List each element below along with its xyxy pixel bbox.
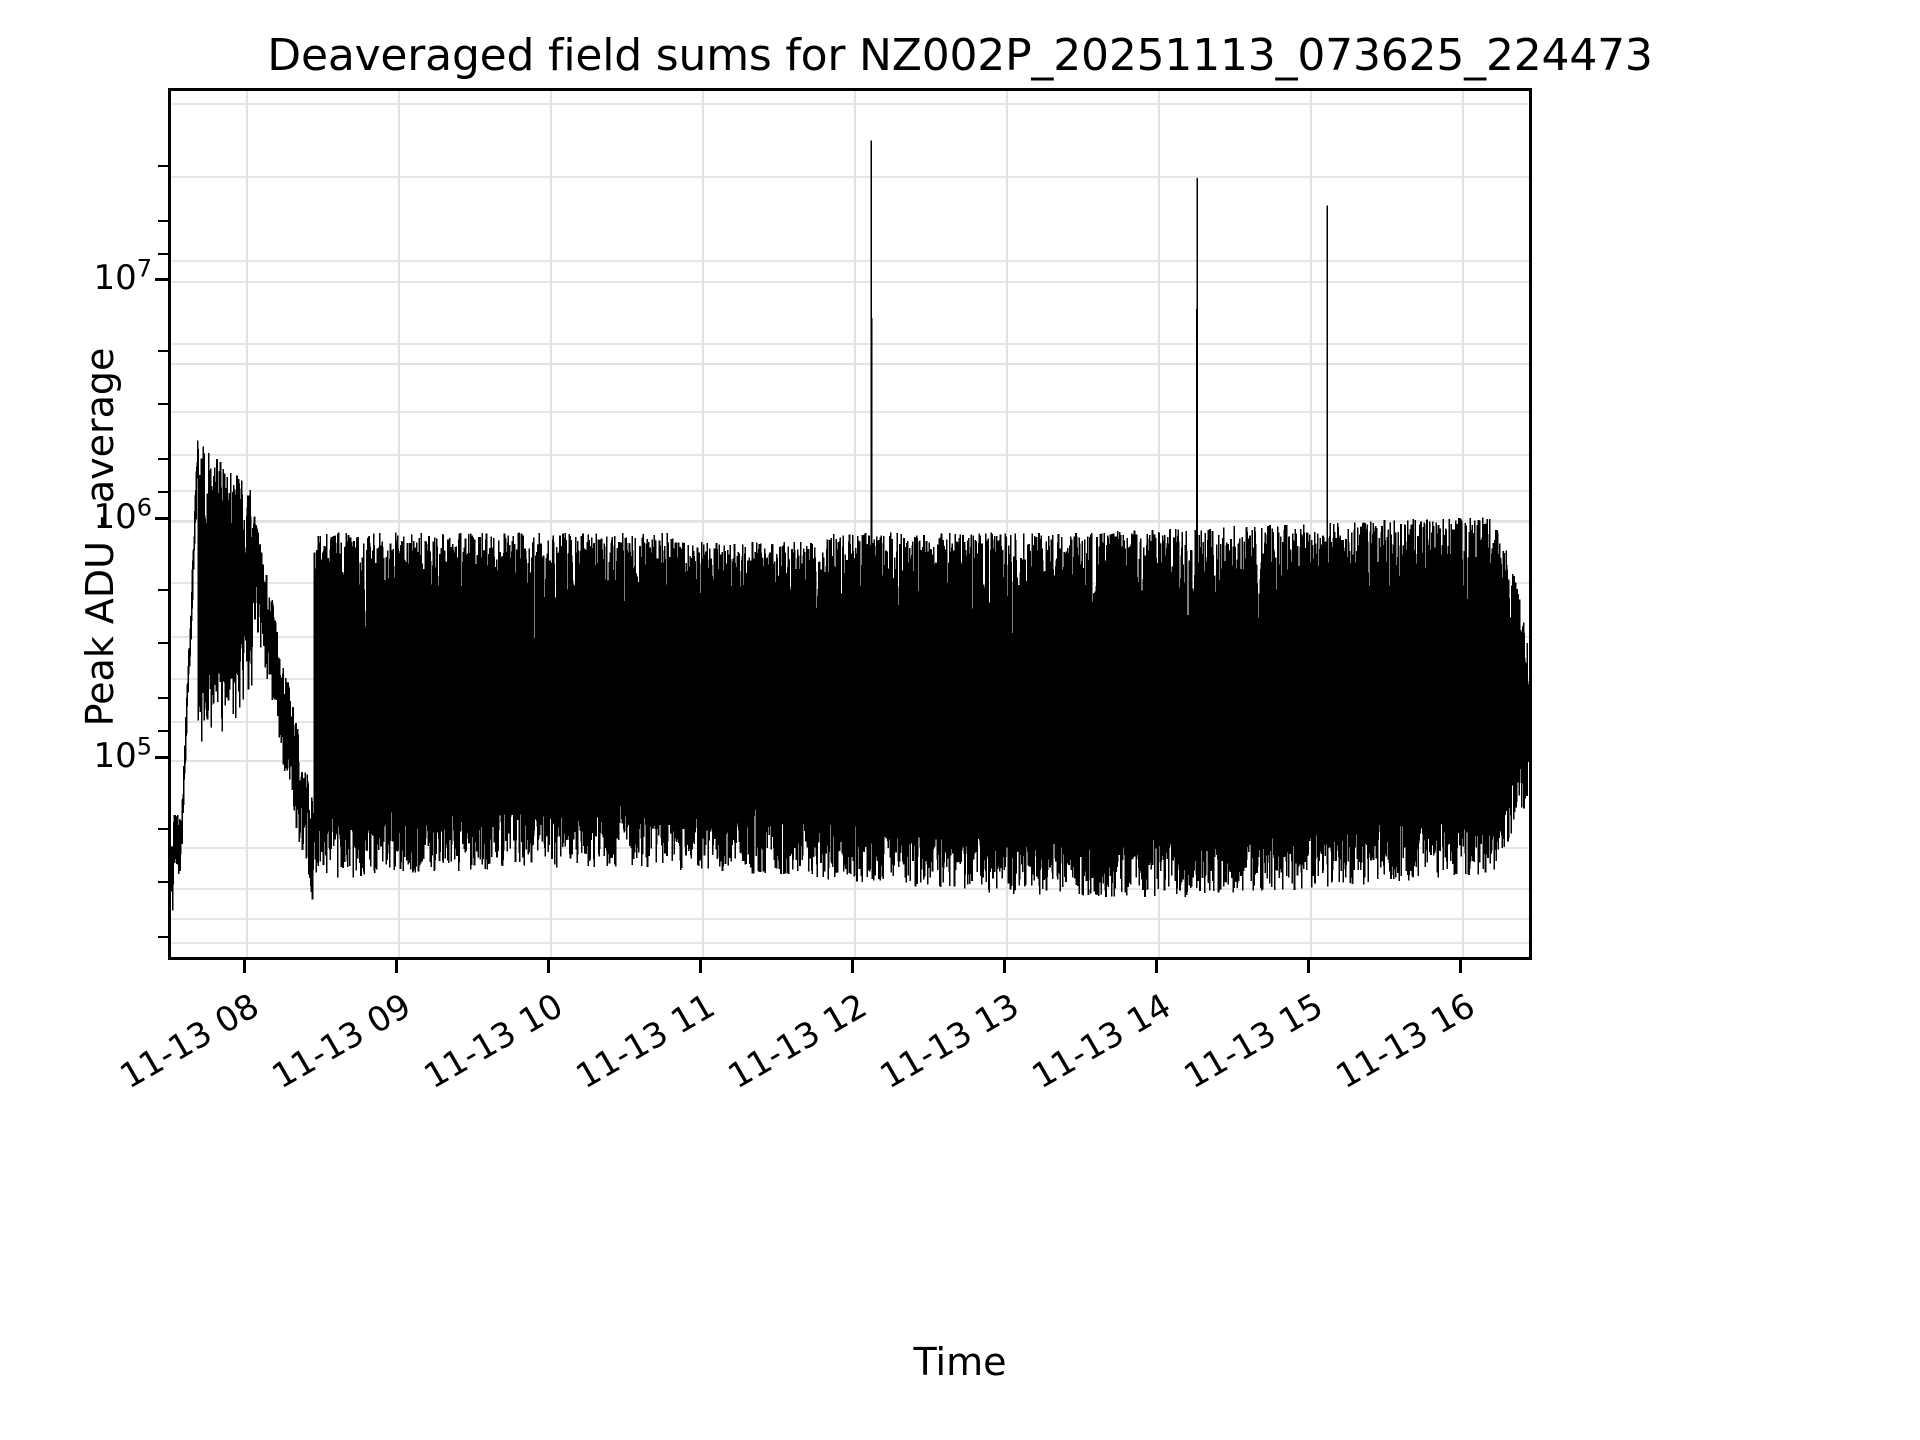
- ytick-mark-minor: [158, 350, 168, 352]
- y-axis-label: Peak ADU - average: [78, 347, 122, 727]
- gridline-horizontal-major: [171, 363, 1529, 365]
- page-title: Deaveraged field sums for NZ002P_2025111…: [267, 30, 1653, 81]
- xtick-mark: [243, 960, 246, 973]
- ytick-label-mantissa: 10: [93, 497, 137, 537]
- gridline-vertical: [1006, 91, 1008, 957]
- xtick-label: 11-13 11: [569, 986, 722, 1098]
- ytick-mark-minor: [158, 220, 168, 222]
- ytick-label: 106: [93, 493, 152, 537]
- gridline-horizontal: [171, 918, 1529, 920]
- ytick-mark-major: [155, 517, 168, 520]
- ytick-label-exponent: 7: [136, 254, 152, 283]
- ytick-mark-minor: [158, 730, 168, 732]
- gridline-horizontal-major: [171, 520, 1529, 522]
- ytick-mark-minor: [158, 697, 168, 699]
- gridline-vertical: [1310, 91, 1312, 957]
- ytick-mark-minor: [158, 403, 168, 405]
- xtick-label: 11-13 16: [1329, 986, 1482, 1098]
- ytick-mark-minor: [158, 936, 168, 938]
- ytick-mark-minor: [158, 458, 168, 460]
- ytick-mark-minor: [158, 881, 168, 883]
- gridline-vertical: [702, 91, 704, 957]
- gridline-horizontal: [171, 454, 1529, 456]
- gridline-vertical: [550, 91, 552, 957]
- xtick-mark: [1003, 960, 1006, 973]
- xtick-mark: [547, 960, 550, 973]
- xtick-mark: [1155, 960, 1158, 973]
- ytick-mark-minor: [158, 642, 168, 644]
- gridline-horizontal: [171, 260, 1529, 262]
- gridline-horizontal: [171, 942, 1529, 944]
- gridline-vertical: [398, 91, 400, 957]
- plot-area: [168, 88, 1532, 960]
- ytick-label-exponent: 6: [136, 493, 152, 522]
- xtick-label: 11-13 08: [113, 986, 266, 1098]
- ytick-label-mantissa: 10: [93, 258, 137, 298]
- data-series-line: [171, 140, 1529, 911]
- xtick-label: 11-13 14: [1025, 986, 1178, 1098]
- gridline-horizontal: [171, 176, 1529, 178]
- xtick-label: 11-13 12: [721, 986, 874, 1098]
- gridline-vertical: [854, 91, 856, 957]
- xtick-label: 11-13 13: [873, 986, 1026, 1098]
- ytick-label: 105: [93, 732, 152, 776]
- gridline-horizontal: [171, 411, 1529, 413]
- ytick-mark-minor: [158, 589, 168, 591]
- ytick-label: 107: [93, 254, 152, 298]
- gridline-vertical: [1462, 91, 1464, 957]
- gridline-horizontal: [171, 521, 1529, 523]
- gridline-horizontal: [171, 281, 1529, 283]
- xtick-mark: [395, 960, 398, 973]
- ytick-mark-minor: [158, 253, 168, 255]
- ytick-mark-minor: [158, 491, 168, 493]
- ytick-mark-minor: [158, 828, 168, 830]
- xtick-label: 11-13 15: [1177, 986, 1330, 1098]
- xtick-mark: [1307, 960, 1310, 973]
- gridline-horizontal: [171, 343, 1529, 345]
- ytick-label-exponent: 5: [136, 732, 152, 761]
- gridline-horizontal: [171, 103, 1529, 105]
- xtick-label: 11-13 09: [265, 986, 418, 1098]
- ytick-mark-major: [155, 756, 168, 759]
- xtick-mark: [851, 960, 854, 973]
- xtick-label: 11-13 10: [417, 986, 570, 1098]
- gridline-vertical: [1158, 91, 1160, 957]
- x-axis-label: Time: [913, 1340, 1007, 1384]
- gridline-horizontal: [171, 888, 1529, 890]
- xtick-mark: [1459, 960, 1462, 973]
- gridline-horizontal: [171, 490, 1529, 492]
- ytick-mark-minor: [158, 165, 168, 167]
- ytick-label-mantissa: 10: [93, 736, 137, 776]
- ytick-mark-major: [155, 278, 168, 281]
- xtick-mark: [699, 960, 702, 973]
